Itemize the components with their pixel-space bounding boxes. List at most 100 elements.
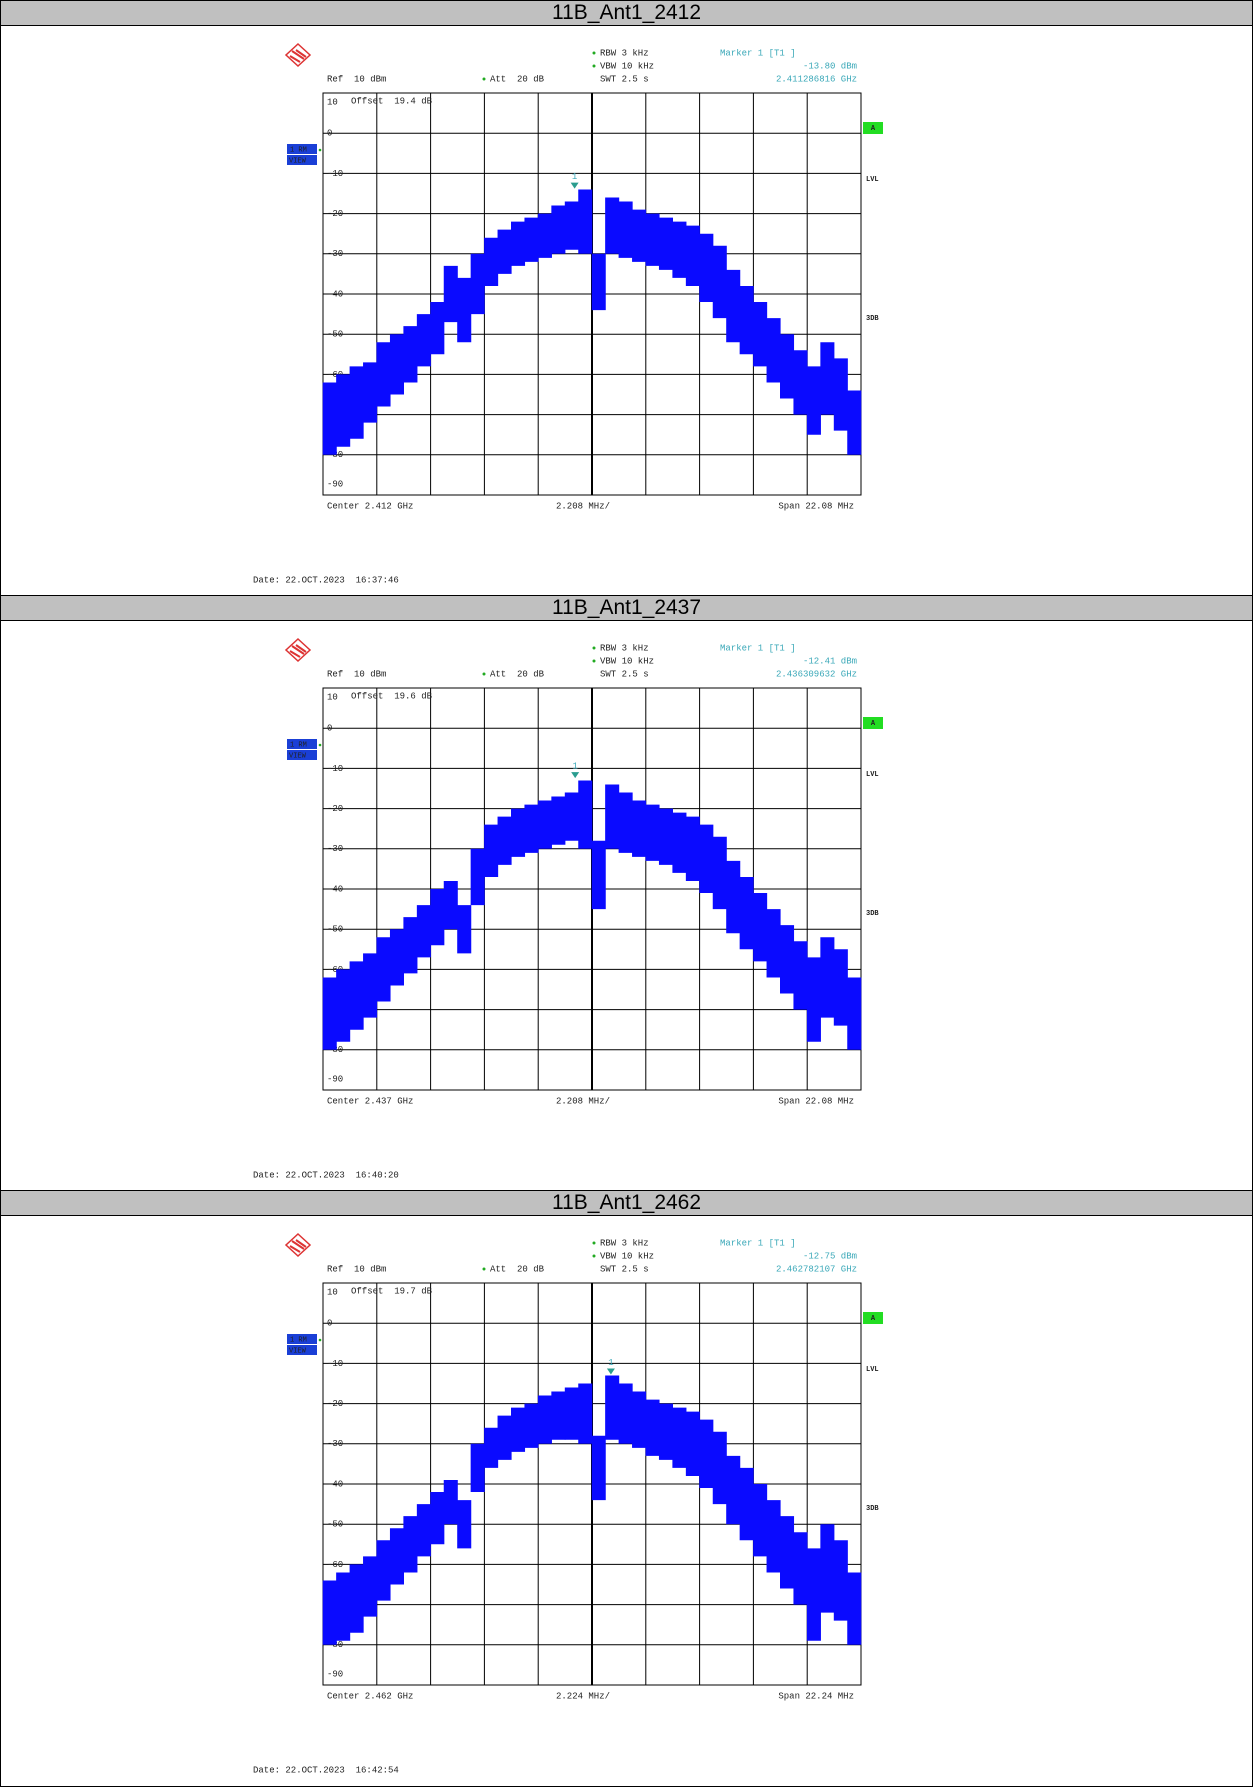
setting-dot	[592, 64, 596, 68]
section-header	[0, 595, 1253, 621]
attenuation: Att 20 dB	[490, 1264, 545, 1274]
view-label: VIEW	[289, 157, 307, 165]
y-tick-label: -60	[327, 965, 343, 975]
y-tick-label: 0	[327, 724, 332, 734]
section: 11B_Ant1_2462 RBW 3 kHz VBW 10 kHz SWT 2.5 …	[0, 1190, 1253, 1775]
trace-tag: 1 RM	[290, 1336, 307, 1344]
side-label: 3DB	[866, 315, 879, 323]
setting-dot	[592, 51, 596, 55]
side-label-box	[863, 122, 883, 134]
setting-dot	[592, 646, 596, 650]
offset: Offset 19.4 dB	[351, 96, 433, 106]
rbw: RBW 3 kHz	[600, 1238, 649, 1248]
ref-level: Ref 10 dBm	[327, 1264, 386, 1274]
y-tick-label: -50	[327, 1520, 343, 1530]
ref-level: Ref 10 dBm	[327, 669, 386, 679]
marker-freq: 2.411286816 GHz	[776, 74, 857, 84]
marker-number: 1	[608, 1358, 613, 1368]
trace-tag-box	[287, 1334, 317, 1344]
y-tick-label: -90	[327, 1669, 343, 1679]
y-tick-label: -80	[327, 450, 343, 460]
marker	[570, 182, 579, 189]
attenuation: Att 20 dB	[490, 669, 545, 679]
marker-level: -13.80 dBm	[803, 61, 857, 71]
setting-dot	[592, 1254, 596, 1258]
y-tick-label: -40	[327, 289, 343, 299]
setting-dot	[592, 1241, 596, 1245]
y-tick-label: 10	[327, 692, 338, 702]
side-label-box	[863, 717, 883, 729]
trace-tag-dot	[318, 1338, 322, 1342]
y-tick-label: -20	[327, 1399, 343, 1409]
y-tick-label: -60	[327, 1560, 343, 1570]
y-tick-label: -60	[327, 370, 343, 380]
y-tick-label: -90	[327, 1074, 343, 1084]
swt: SWT 2.5 s	[600, 669, 649, 679]
y-tick-label: -10	[327, 1359, 343, 1369]
setting-dot	[482, 1267, 486, 1271]
swt: SWT 2.5 s	[600, 74, 649, 84]
y-tick-label: -20	[327, 804, 343, 814]
marker-number: 1	[572, 172, 577, 182]
marker	[571, 772, 580, 779]
center-frequency: Center 2.437 GHz	[327, 1096, 413, 1106]
y-tick-label: 10	[327, 97, 338, 107]
trace-tag: 1 RM	[290, 146, 307, 154]
ref-level: Ref 10 dBm	[327, 74, 386, 84]
marker-number: 1	[572, 761, 577, 771]
marker-title: Marker 1 [T1 ]	[720, 1238, 796, 1248]
division: 2.208 MHz/	[556, 1096, 610, 1106]
trace-tag-box	[287, 144, 317, 154]
marker-freq: 2.436309632 GHz	[776, 669, 857, 679]
y-tick-label: -10	[327, 169, 343, 179]
view-label: VIEW	[289, 1347, 307, 1355]
date: Date: 22.OCT.2023 16:40:20	[253, 1170, 399, 1180]
y-tick-label: 0	[327, 129, 332, 139]
span: Span 22.08 MHz	[778, 1096, 854, 1106]
offset: Offset 19.7 dB	[351, 1286, 433, 1296]
span: Span 22.24 MHz	[778, 1691, 854, 1701]
date: Date: 22.OCT.2023 16:37:46	[253, 575, 399, 585]
y-tick-label: -30	[327, 249, 343, 259]
side-label: A	[871, 125, 876, 133]
vbw: VBW 10 kHz	[600, 656, 654, 666]
marker	[606, 1368, 615, 1375]
y-tick-label: -90	[327, 479, 343, 489]
division: 2.224 MHz/	[556, 1691, 610, 1701]
side-label: 3DB	[866, 910, 879, 918]
division: 2.208 MHz/	[556, 501, 610, 511]
side-label: LVL	[866, 771, 879, 779]
vbw: VBW 10 kHz	[600, 1251, 654, 1261]
y-tick-label: -10	[327, 764, 343, 774]
y-tick-label: -20	[327, 209, 343, 219]
side-label: A	[871, 1315, 876, 1323]
y-tick-label: 10	[327, 1287, 338, 1297]
marker-title: Marker 1 [T1 ]	[720, 48, 796, 58]
y-tick-label: 0	[327, 1319, 332, 1329]
section: 11B_Ant1_2412 RBW 3 kHz VBW 10 kHz SWT 2.5 …	[0, 0, 1253, 585]
logo-inner	[289, 1239, 307, 1253]
marker-title: Marker 1 [T1 ]	[720, 643, 796, 653]
logo-inner	[289, 49, 307, 63]
view-label: VIEW	[289, 752, 307, 760]
offset: Offset 19.6 dB	[351, 691, 433, 701]
attenuation: Att 20 dB	[490, 74, 545, 84]
y-tick-label: -80	[327, 1045, 343, 1055]
y-tick-label: -50	[327, 330, 343, 340]
section-title: 11B_Ant1_2437	[552, 596, 701, 619]
y-tick-label: -40	[327, 884, 343, 894]
view-box	[287, 750, 317, 760]
trace-tag-dot	[318, 743, 322, 747]
view-box	[287, 155, 317, 165]
side-label: LVL	[866, 176, 879, 184]
y-tick-label: -40	[327, 1479, 343, 1489]
span: Span 22.08 MHz	[778, 501, 854, 511]
view-box	[287, 1345, 317, 1355]
trace-tag-dot	[318, 148, 322, 152]
date: Date: 22.OCT.2023 16:42:54	[253, 1765, 399, 1775]
section: 11B_Ant1_2437 RBW 3 kHz VBW 10 kHz SWT 2.5 …	[0, 595, 1253, 1180]
center-frequency: Center 2.412 GHz	[327, 501, 413, 511]
marker-freq: 2.462782107 GHz	[776, 1264, 857, 1274]
section-title: 11B_Ant1_2462	[552, 1191, 701, 1214]
